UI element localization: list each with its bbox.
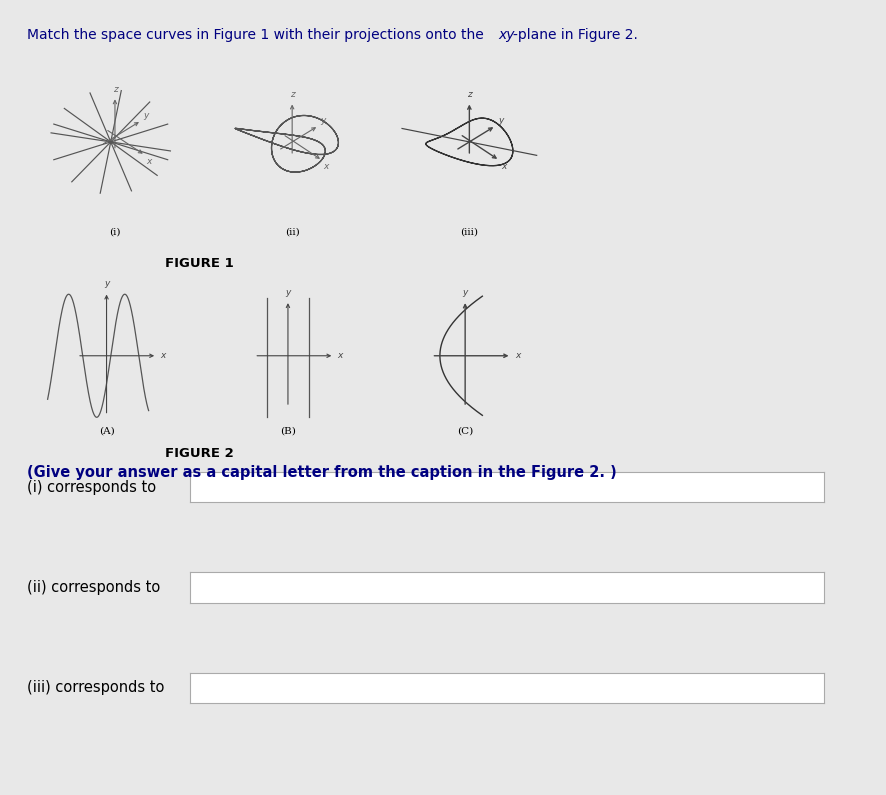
Text: z: z	[290, 91, 294, 99]
Text: FIGURE 2: FIGURE 2	[165, 447, 234, 460]
Text: x: x	[501, 162, 506, 171]
Text: (C): (C)	[457, 426, 473, 436]
Text: (i) corresponds to: (i) corresponds to	[27, 480, 156, 494]
Text: Match the space curves in Figure 1 with their projections onto the: Match the space curves in Figure 1 with …	[27, 28, 487, 42]
Text: y: y	[462, 288, 468, 297]
Text: x: x	[146, 157, 152, 166]
Text: (A): (A)	[98, 426, 114, 436]
Text: y: y	[144, 111, 149, 120]
Text: x: x	[323, 162, 329, 171]
Text: x: x	[338, 351, 343, 360]
Text: z: z	[467, 91, 471, 99]
Text: xy: xy	[499, 28, 516, 42]
Text: (ii): (ii)	[284, 227, 299, 236]
Text: -plane in Figure 2.: -plane in Figure 2.	[513, 28, 638, 42]
Text: (Give your answer as a capital letter from the caption in the Figure 2. ): (Give your answer as a capital letter fr…	[27, 465, 617, 480]
Text: x: x	[515, 351, 520, 360]
Text: y: y	[104, 279, 109, 289]
Text: y: y	[321, 116, 326, 125]
Text: (B): (B)	[280, 426, 296, 436]
Text: (iii) corresponds to: (iii) corresponds to	[27, 681, 164, 695]
Text: FIGURE 1: FIGURE 1	[165, 257, 234, 270]
Text: (iii): (iii)	[461, 227, 478, 236]
Text: (ii) corresponds to: (ii) corresponds to	[27, 580, 159, 595]
Text: y: y	[285, 288, 291, 297]
Text: x: x	[160, 351, 166, 360]
Text: z: z	[113, 85, 117, 94]
Text: y: y	[498, 116, 503, 125]
Text: (i): (i)	[109, 227, 120, 236]
